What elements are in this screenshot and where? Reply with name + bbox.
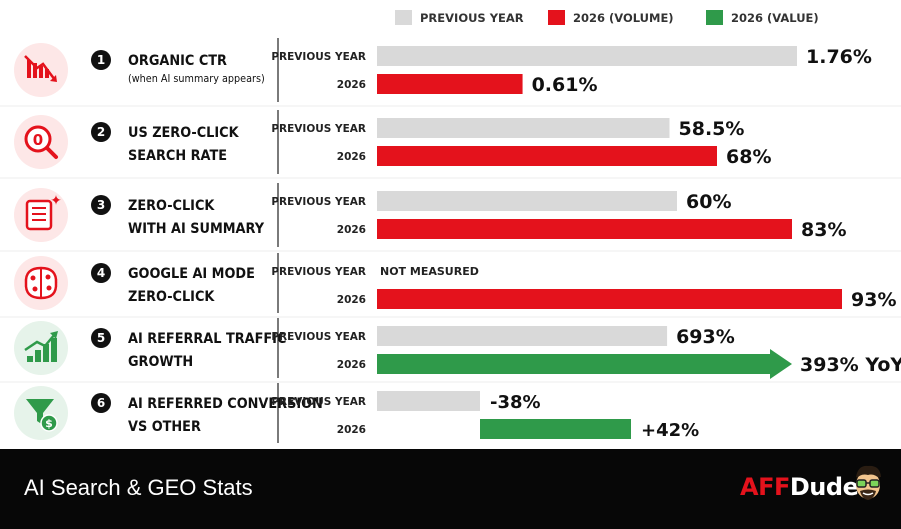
icon-lens	[24, 125, 52, 153]
row-subtitle: GROWTH	[128, 355, 193, 371]
value-label-previous: NOT MEASURED	[380, 265, 479, 278]
icon-handle	[45, 146, 58, 159]
series-label-previous: PREVIOUS YEAR	[271, 51, 366, 63]
legend-swatch	[548, 10, 565, 25]
value-label-previous: 58.5%	[679, 118, 745, 140]
series-label-previous: PREVIOUS YEAR	[271, 123, 366, 135]
bar-2026	[377, 354, 770, 374]
series-label-2026: 2026	[337, 424, 366, 436]
bar-2026	[377, 219, 792, 239]
series-label-2026: 2026	[337, 224, 366, 236]
growth-bar-chart-icon	[14, 321, 68, 375]
icon-bar	[39, 66, 43, 78]
icon-growth-bar	[27, 356, 33, 362]
series-label-previous: PREVIOUS YEAR	[271, 196, 366, 208]
icon-funnel	[26, 399, 54, 425]
page-title: AI Search & GEO Stats	[24, 475, 253, 500]
series-label-2026: 2026	[337, 79, 366, 91]
icon-growth-bar	[43, 344, 49, 362]
bar-previous	[377, 326, 668, 346]
series-label-previous: PREVIOUS YEAR	[271, 266, 366, 278]
value-label-previous: -38%	[490, 392, 541, 413]
icon-growth-bar	[35, 350, 41, 362]
row-number: 3	[97, 198, 105, 212]
series-label-2026: 2026	[337, 359, 366, 371]
bar-previous	[377, 118, 670, 138]
row-title: ZERO-CLICK	[128, 199, 215, 215]
row-title: GOOGLE AI MODE	[128, 267, 255, 283]
icon-bar	[33, 63, 37, 78]
icon-growth-line	[24, 333, 56, 352]
bar-2026	[377, 74, 523, 94]
row-number-badge	[91, 393, 111, 413]
row-number: 4	[97, 266, 105, 280]
row-number-badge	[91, 122, 111, 142]
row-number-badge	[91, 328, 111, 348]
value-label-2026: 0.61%	[532, 74, 598, 96]
bar-previous	[377, 391, 480, 411]
value-label-previous: 60%	[686, 191, 731, 213]
icon-trend-arrow	[50, 75, 57, 82]
icon-sparkle: ✦	[50, 193, 62, 209]
icon-node	[30, 275, 36, 281]
icon-dollar: $	[45, 417, 53, 430]
icon-node	[45, 274, 51, 280]
brand-dude: Dude	[789, 473, 859, 501]
row-title: US ZERO-CLICK	[128, 126, 239, 142]
bar-2026-arrowhead	[770, 349, 792, 379]
icon-bar	[45, 69, 49, 78]
row-title: AI REFERRED CONVERSION	[128, 397, 323, 413]
row-number: 6	[97, 396, 105, 410]
value-label-2026: 93%	[851, 289, 896, 311]
icon-node	[46, 285, 52, 291]
series-label-2026: 2026	[337, 151, 366, 163]
row-subtitle: ZERO-CLICK	[128, 290, 215, 306]
row-number: 2	[97, 125, 105, 139]
bar-2026	[480, 419, 631, 439]
legend-swatch	[706, 10, 723, 25]
row-subtitle: SEARCH RATE	[128, 149, 227, 165]
bar-2026	[377, 146, 717, 166]
brand-logo: AFFDude	[740, 473, 859, 501]
row-subtitle: WITH AI SUMMARY	[128, 222, 264, 238]
row-number: 1	[97, 53, 105, 67]
icon-bar	[27, 60, 31, 78]
series-label-2026: 2026	[337, 294, 366, 306]
bar-previous	[377, 46, 797, 66]
value-label-previous: 1.76%	[806, 46, 872, 68]
value-label-2026: 393% YoY	[800, 354, 901, 376]
row-title: AI REFERRAL TRAFFIC	[128, 332, 286, 348]
stats-chart: PREVIOUS YEAR 2026 (VOLUME) 2026 (VALUE) 1 O…	[0, 10, 901, 443]
series-label-previous: PREVIOUS YEAR	[271, 396, 366, 408]
row-subtitle: (when AI summary appears)	[128, 74, 265, 85]
row-subtitle: VS OTHER	[128, 420, 202, 436]
mascot-face-icon	[856, 465, 881, 500]
legend-label: PREVIOUS YEAR	[420, 11, 524, 25]
bar-previous	[377, 191, 677, 211]
row-number-badge	[91, 195, 111, 215]
icon-growth-arrow	[50, 331, 58, 339]
legend-label: 2026 (VALUE)	[731, 11, 819, 25]
row-title: ORGANIC CTR	[128, 54, 228, 70]
value-label-2026: +42%	[641, 420, 699, 441]
legend-label: 2026 (VOLUME)	[573, 11, 674, 25]
icon-trend-line	[24, 55, 56, 81]
brand-aff: AFF	[740, 473, 790, 501]
icon-coin	[40, 414, 58, 432]
icon-node	[32, 286, 38, 292]
row-number-badge	[91, 50, 111, 70]
value-label-previous: 693%	[676, 326, 735, 348]
row-number: 5	[97, 331, 105, 345]
bar-2026	[377, 289, 842, 309]
value-label-2026: 68%	[726, 146, 771, 168]
footer-bar: AI Search & GEO Stats AFFDude	[0, 449, 901, 529]
value-label-2026: 83%	[801, 219, 846, 241]
legend-swatch	[395, 10, 412, 25]
icon-growth-bar	[51, 338, 57, 362]
series-label-previous: PREVIOUS YEAR	[271, 331, 366, 343]
icon-zero: 0	[33, 131, 43, 149]
row-number-badge	[91, 263, 111, 283]
